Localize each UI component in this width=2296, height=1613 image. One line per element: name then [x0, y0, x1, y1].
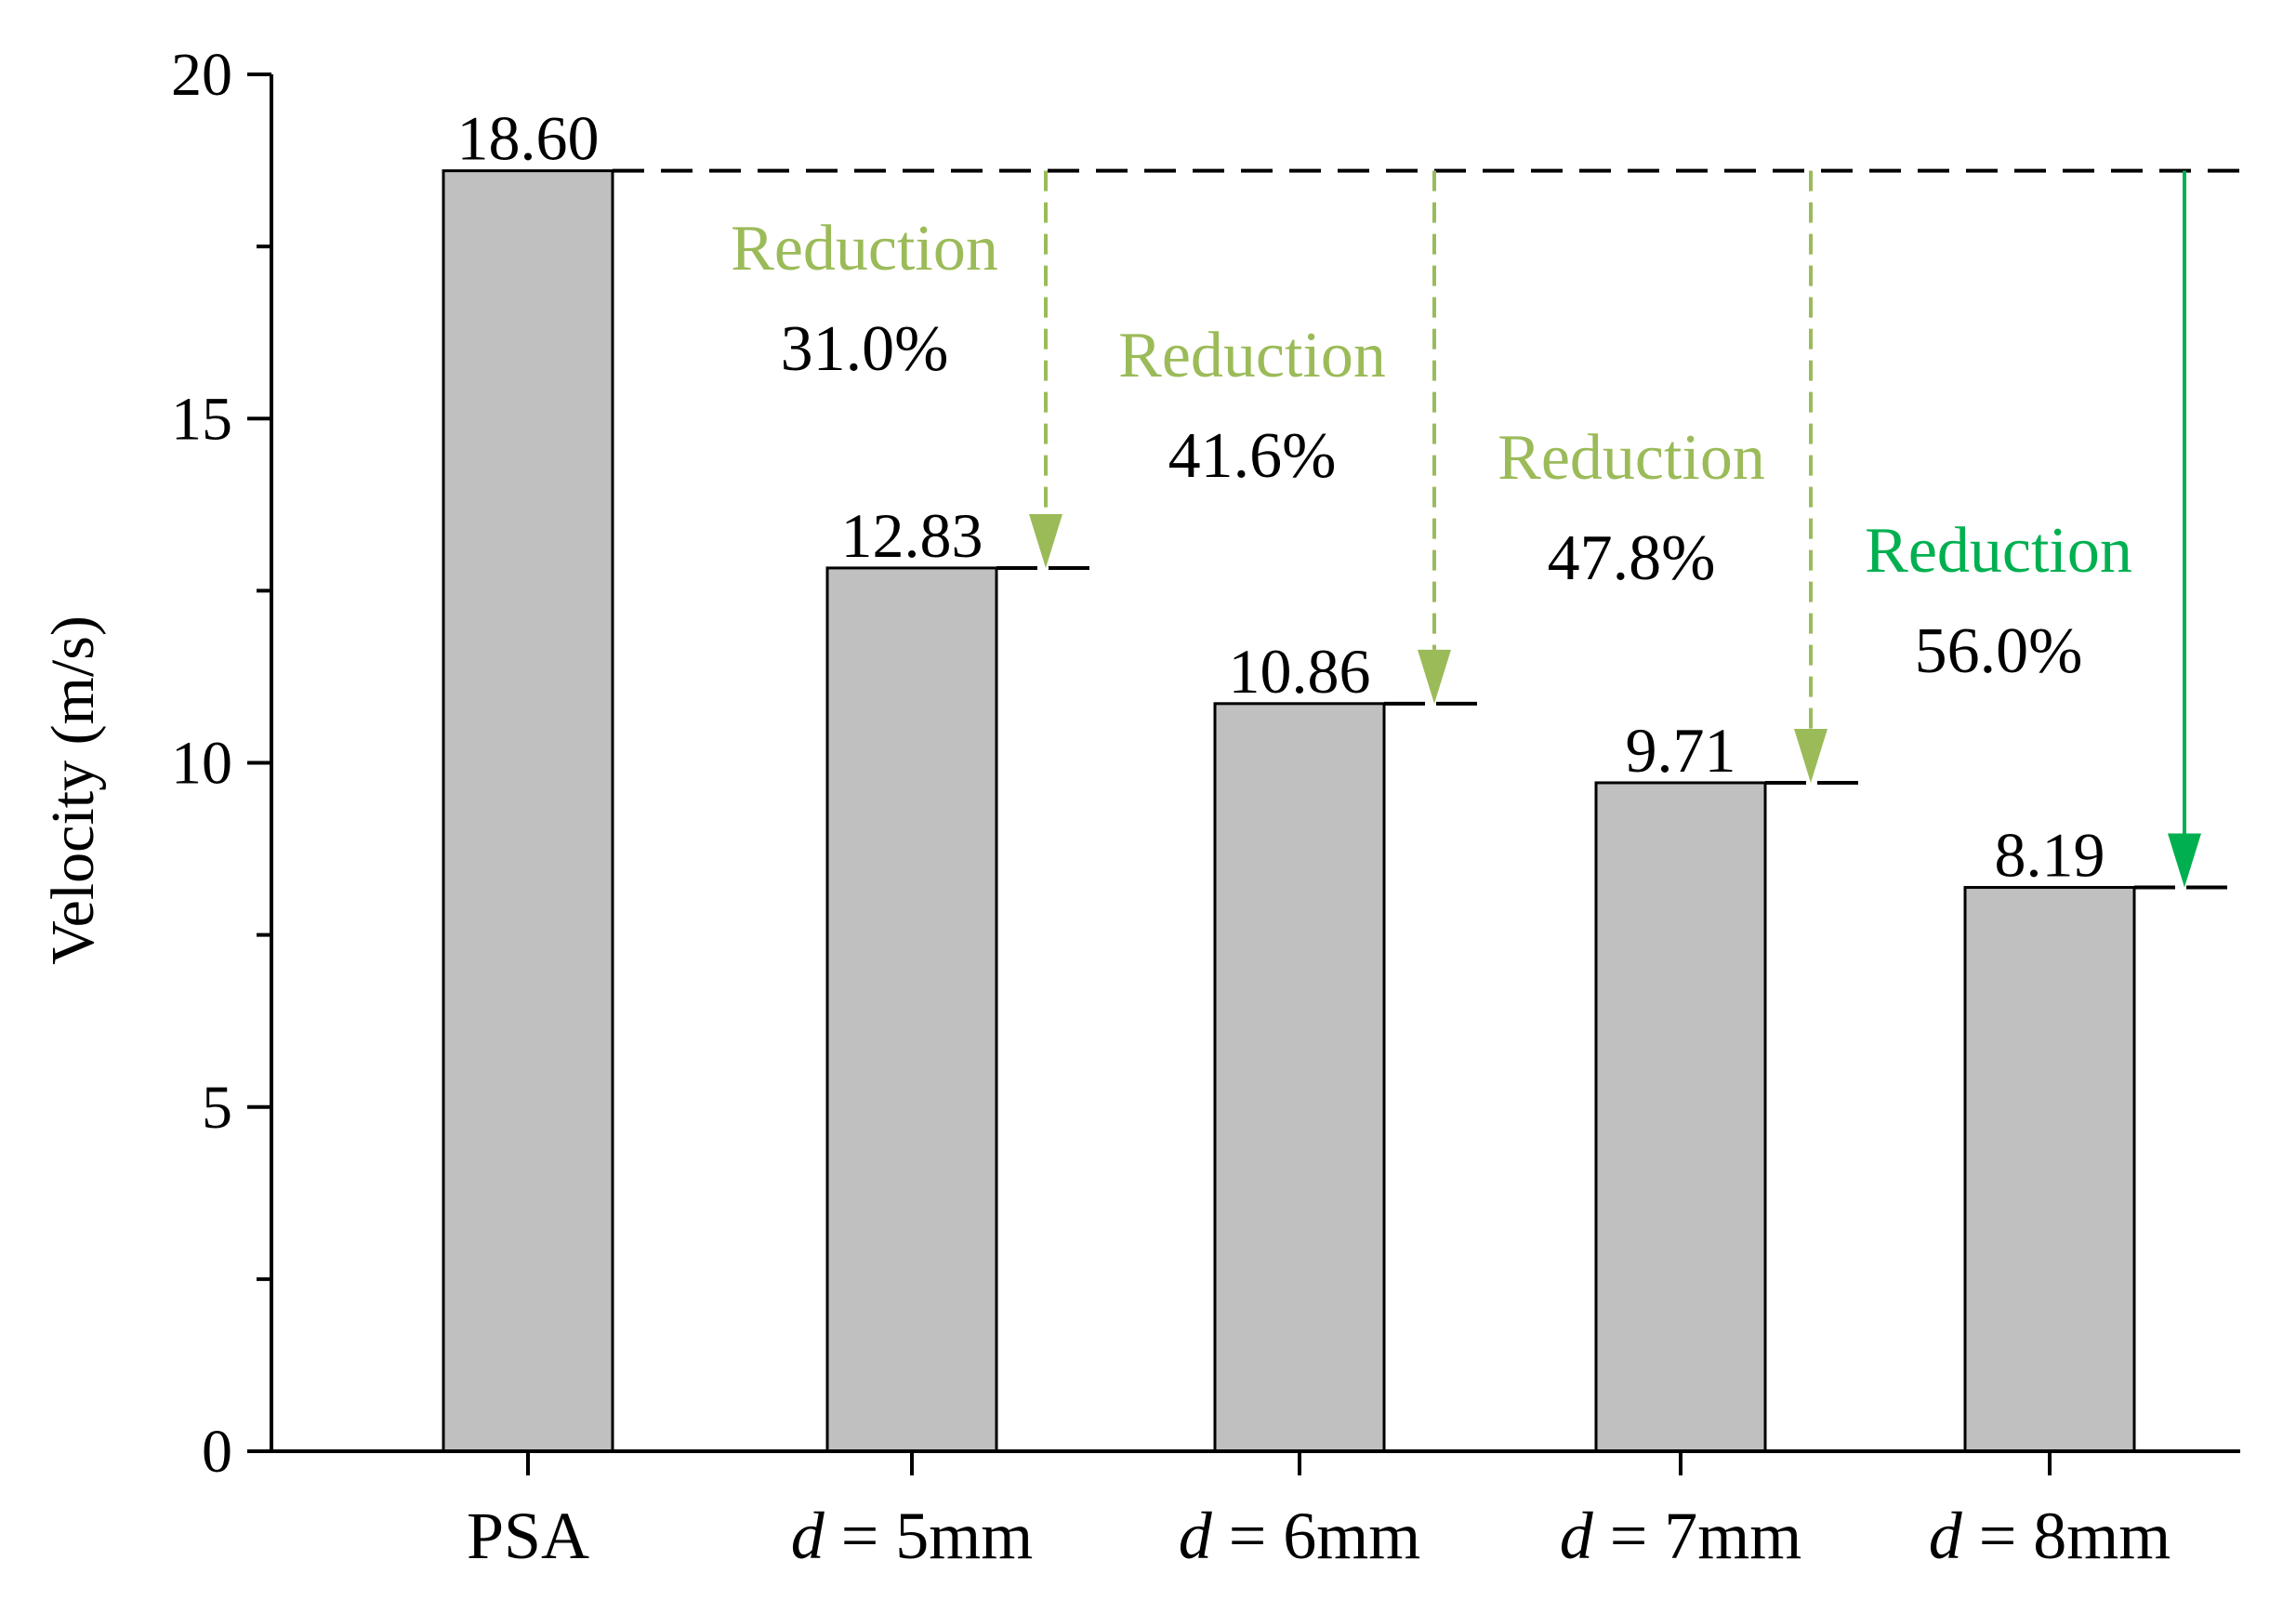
annotations-layer: Reduction 31.0% Reduction 41.6% Reduction 47.… [731, 170, 2201, 888]
reduction-arrow-head-2 [1794, 728, 1828, 783]
x-tick-label-var-3: d [1560, 1499, 1594, 1573]
x-tick-label-3: d = 7mm [1560, 1499, 1802, 1573]
reduction-arrow-head-0 [1029, 513, 1062, 568]
reference-lines-layer [613, 168, 2240, 890]
x-tick-label-text-0: PSA [467, 1499, 589, 1573]
bars-layer: 18.60 12.83 10.86 9.71 8.19 [442, 103, 2136, 1453]
bar-1 [825, 566, 998, 1453]
x-tick-label-1: d = 5mm [791, 1499, 1034, 1573]
x-tick-label-var-2: d [1179, 1499, 1213, 1573]
y-tick-label-2: 10 [171, 730, 232, 798]
reduction-percent-2: 47.8% [1548, 522, 1716, 594]
reduction-label-1: Reduction [1118, 320, 1386, 391]
reduction-arrow-head-3 [2168, 833, 2201, 888]
x-tick-label-0: PSA [467, 1499, 589, 1573]
y-axis-label: Velocity (m/s) [39, 615, 107, 965]
x-tick-label-text-4: = 8mm [1962, 1499, 2171, 1573]
bar-value-label-1: 12.83 [841, 500, 983, 571]
reduction-label-3: Reduction [1865, 515, 2132, 587]
bar-2 [1213, 702, 1386, 1453]
bar-3 [1594, 781, 1767, 1453]
reduction-arrow-head-1 [1418, 649, 1451, 704]
bar-value-label-4: 8.19 [1995, 820, 2105, 891]
x-tick-label-2: d = 6mm [1179, 1499, 1421, 1573]
reduction-percent-3: 56.0% [1915, 615, 2083, 687]
y-tick-label-4: 20 [171, 41, 232, 109]
bar-value-label-2: 10.86 [1229, 636, 1371, 707]
y-tick-label-1: 5 [202, 1074, 232, 1142]
x-tick-label-var-4: d [1929, 1499, 1963, 1573]
y-tick-label-3: 15 [171, 385, 232, 453]
reduction-percent-1: 41.6% [1168, 420, 1337, 492]
bar-value-label-0: 18.60 [457, 103, 600, 174]
bar-4 [1963, 886, 2136, 1453]
x-tick-label-4: d = 8mm [1929, 1499, 2171, 1573]
bar-value-label-3: 9.71 [1626, 715, 1736, 786]
reduction-label-0: Reduction [731, 213, 998, 284]
x-tick-label-text-1: = 5mm [825, 1499, 1034, 1573]
x-tick-label-text-2: = 6mm [1212, 1499, 1421, 1573]
bar-0 [442, 169, 614, 1453]
x-tick-label-var-1: d [791, 1499, 825, 1573]
reduction-label-2: Reduction [1498, 422, 1765, 494]
reduction-percent-0: 31.0% [781, 313, 949, 385]
x-tick-label-text-3: = 7mm [1593, 1499, 1802, 1573]
y-tick-label-0: 0 [202, 1418, 232, 1486]
